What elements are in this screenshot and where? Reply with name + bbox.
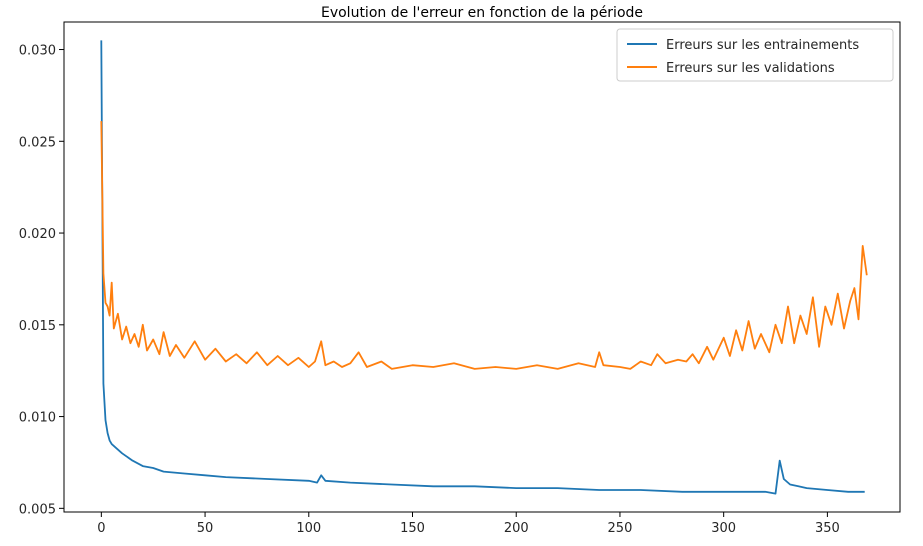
series-lines [100,40,868,495]
x-tick-label: 200 [504,521,529,536]
series-line-validation [100,121,868,370]
y-tick-label: 0.030 [19,44,56,59]
legend-label-validation: Erreurs sur les validations [666,61,835,76]
y-tick-label: 0.005 [19,502,56,517]
x-tick-label: 250 [608,521,633,536]
y-tick-label: 0.025 [19,135,56,150]
legend: Erreurs sur les entrainements Erreurs su… [616,28,894,82]
legend-label-train: Erreurs sur les entrainements [666,38,859,53]
x-tick-label: 0 [97,521,105,536]
x-axis: 0 50 100 150 200 250 300 350 [97,512,840,536]
x-tick-label: 150 [400,521,425,536]
plot-area [63,21,901,513]
y-axis: 0.005 0.010 0.015 0.020 0.025 0.030 [19,44,64,517]
series-line-train [100,40,865,495]
y-tick-label: 0.015 [19,319,56,334]
chart-title: Evolution de l'erreur en fonction de la … [321,5,643,21]
y-tick-label: 0.010 [19,411,56,426]
y-tick-label: 0.020 [19,227,56,242]
x-tick-label: 100 [296,521,321,536]
legend-box [616,28,894,82]
x-tick-label: 350 [815,521,840,536]
x-tick-label: 50 [197,521,214,536]
x-tick-label: 300 [711,521,736,536]
